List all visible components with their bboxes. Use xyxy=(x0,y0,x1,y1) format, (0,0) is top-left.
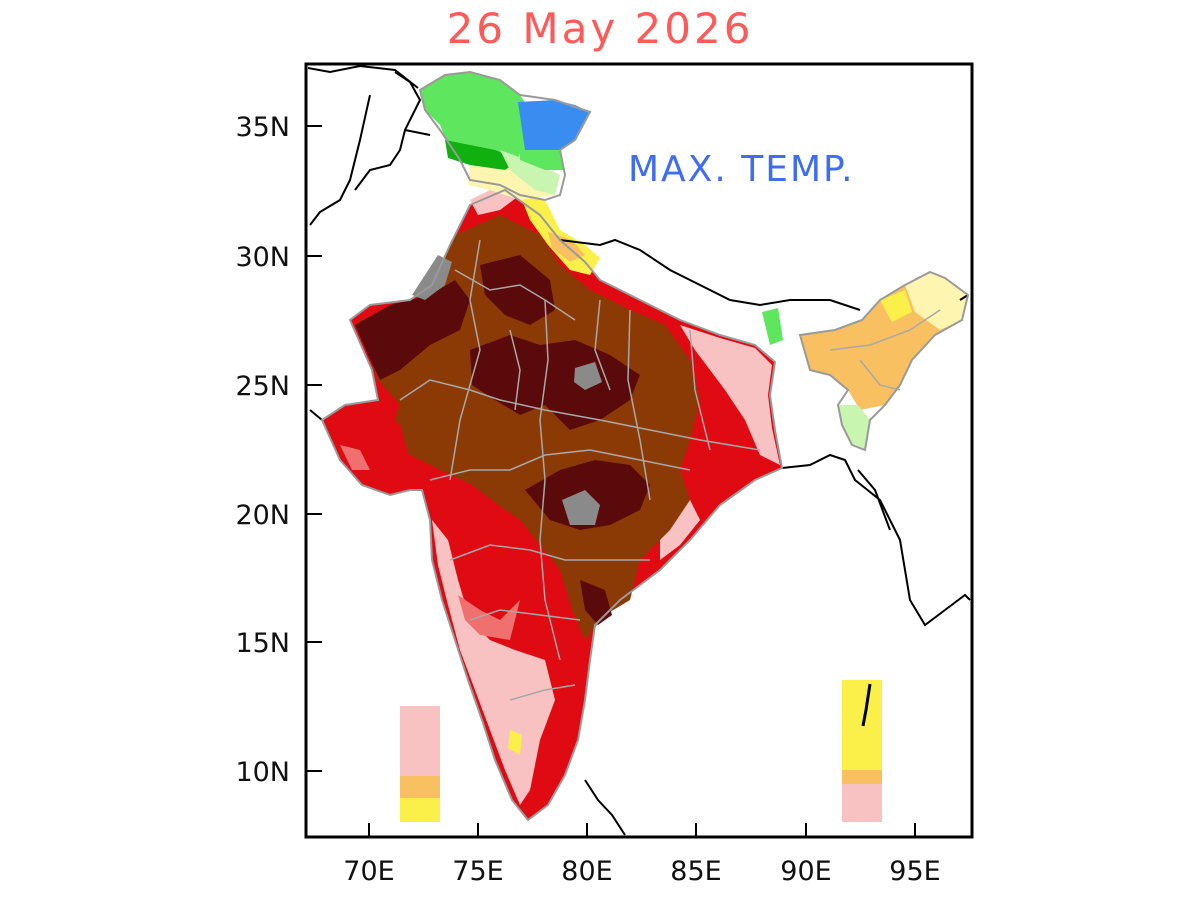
map-variable-label: MAX. TEMP. xyxy=(628,149,855,190)
lon-tick-70e: 70E xyxy=(343,856,394,887)
zone-kerala-yellow xyxy=(508,730,522,755)
india-outline xyxy=(320,70,970,822)
zone-kashmir-light-green xyxy=(500,150,560,195)
lat-tick-15n: 15N xyxy=(235,628,290,659)
lat-tick-25n: 25N xyxy=(235,371,290,402)
zone-gray-south-central xyxy=(562,490,600,525)
lon-axis: 70E 75E 80E 85E 90E 95E xyxy=(343,823,941,887)
zone-gray-central xyxy=(574,362,602,390)
zone-dark-rajasthan xyxy=(355,280,470,380)
zone-kashmir-dark-green xyxy=(445,140,520,170)
zone-tripura-green xyxy=(838,405,870,450)
lat-tick-30n: 30N xyxy=(235,242,290,273)
zone-gray-northwest xyxy=(412,255,452,300)
zone-light-red-south xyxy=(458,595,520,640)
zone-dark-telangana xyxy=(580,580,612,625)
lon-tick-95e: 95E xyxy=(889,856,940,887)
zone-himachal-pale xyxy=(468,160,555,200)
zone-northeast-yellow xyxy=(880,290,912,322)
state-boundaries xyxy=(399,239,941,701)
lon-tick-90e: 90E xyxy=(780,856,831,887)
inset-lakshadweep xyxy=(400,706,440,822)
lat-axis: 35N 30N 25N 20N 15N 10N xyxy=(235,112,322,788)
inset-andaman xyxy=(842,680,882,822)
zone-gujarat xyxy=(322,402,412,495)
zone-sikkim-green xyxy=(762,308,783,345)
zone-gujarat-light xyxy=(340,445,370,470)
lat-tick-35n: 35N xyxy=(235,112,290,143)
zone-dark-up-north xyxy=(480,255,555,325)
lat-tick-20n: 20N xyxy=(235,500,290,531)
map-title: 26 May 2026 xyxy=(446,4,754,53)
country-borders xyxy=(307,64,971,836)
lat-tick-10n: 10N xyxy=(235,757,290,788)
zone-pink-east xyxy=(680,325,780,465)
lon-tick-80e: 80E xyxy=(561,856,612,887)
zone-pink-southwest xyxy=(432,520,555,805)
lon-tick-75e: 75E xyxy=(452,856,503,887)
lon-tick-85e: 85E xyxy=(670,856,721,887)
zone-ladakh-blue xyxy=(518,100,590,150)
zone-northeast-pale xyxy=(905,272,968,330)
